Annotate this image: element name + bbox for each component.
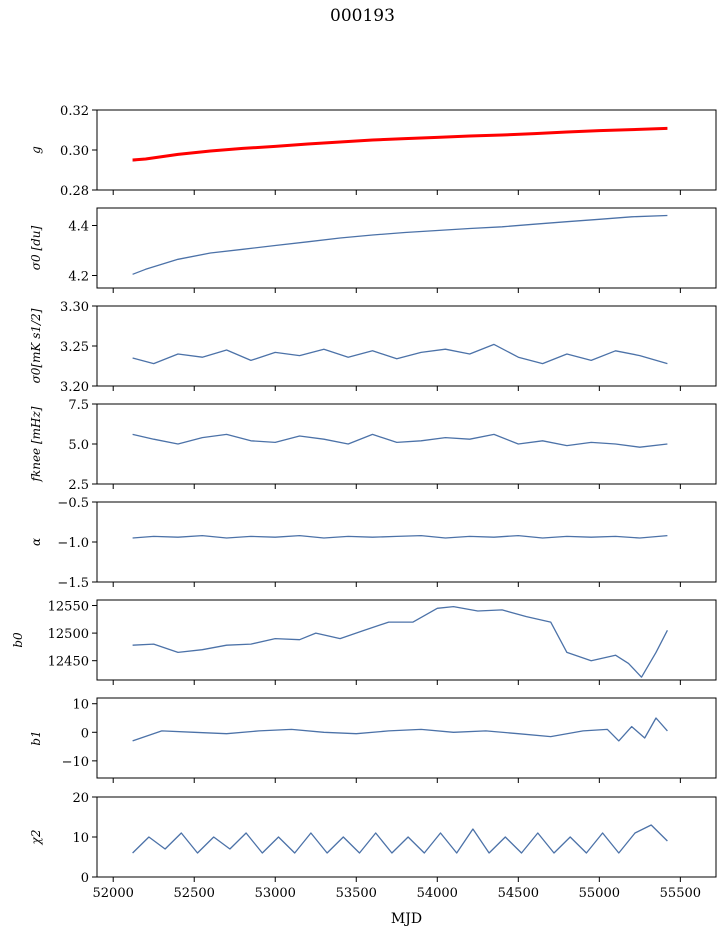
panel-1-ylabel: σ0 [du] bbox=[29, 225, 43, 270]
x-axis-label: MJD bbox=[391, 911, 422, 927]
panel-3-ytick-label: 2.5 bbox=[68, 478, 89, 493]
panel-6-ytick-label: 0 bbox=[81, 726, 89, 741]
panel-5-ytick-label: 12500 bbox=[48, 627, 89, 642]
panel-4-frame bbox=[96, 501, 717, 583]
panel-6-ytick-label: −10 bbox=[62, 755, 89, 770]
panel-6-frame bbox=[96, 697, 717, 779]
panel-0-ytick-label: 0.30 bbox=[60, 144, 89, 159]
panel-4-ytick-label: −1.5 bbox=[57, 576, 89, 591]
figure-title: 000193 bbox=[330, 6, 395, 26]
panel-7-ylabel: χ2 bbox=[29, 830, 43, 846]
xtick-label: 55500 bbox=[660, 886, 701, 901]
panel-0-frame bbox=[96, 109, 717, 191]
panel-5-ylabel: b0 bbox=[11, 632, 25, 648]
xtick-label: 52500 bbox=[174, 886, 215, 901]
panel-3-ylabel: fknee [mHz] bbox=[29, 406, 43, 482]
panel-0-ylabel: g bbox=[29, 146, 43, 154]
panel-3-ytick-label: 5.0 bbox=[68, 438, 89, 453]
panel-6-series-0 bbox=[132, 717, 668, 742]
panel-1-frame bbox=[96, 207, 717, 289]
panel-2-ytick-label: 3.30 bbox=[60, 300, 89, 315]
panel-5-series-0 bbox=[132, 605, 668, 678]
panel-2-ytick-label: 3.25 bbox=[60, 340, 89, 355]
panel-0-series-0 bbox=[132, 127, 668, 162]
panel-5-ytick-label: 12450 bbox=[48, 655, 89, 670]
panel-7-series-0 bbox=[132, 824, 668, 854]
xtick-label: 53500 bbox=[336, 886, 377, 901]
panel-4-ylabel: α bbox=[29, 538, 43, 546]
panel-7-frame bbox=[96, 796, 717, 878]
panel-7-ytick-label: 10 bbox=[72, 831, 89, 846]
panel-2-frame bbox=[96, 305, 717, 387]
panel-1-ytick-label: 4.2 bbox=[68, 270, 89, 285]
panel-4-ytick-label: −0.5 bbox=[57, 496, 89, 511]
panel-5-ytick-label: 12550 bbox=[48, 600, 89, 615]
xtick-label: 52000 bbox=[93, 886, 134, 901]
panel-5-frame bbox=[96, 599, 717, 681]
panel-2-series-0 bbox=[132, 343, 668, 365]
panel-4-series-0 bbox=[132, 534, 668, 539]
panel-6-ytick-label: 10 bbox=[72, 698, 89, 713]
panel-2-ytick-label: 3.20 bbox=[60, 380, 89, 395]
panel-0-ytick-label: 0.32 bbox=[60, 104, 89, 119]
panel-3-frame bbox=[96, 403, 717, 485]
panel-3-ytick-label: 7.5 bbox=[68, 398, 89, 413]
panel-3-series-0 bbox=[132, 433, 668, 448]
panel-4-ytick-label: −1.0 bbox=[57, 536, 89, 551]
panel-7-ytick-label: 0 bbox=[81, 871, 89, 886]
xtick-label: 54000 bbox=[417, 886, 458, 901]
panel-1-series-0 bbox=[132, 214, 668, 275]
panel-7-ytick-label: 20 bbox=[72, 791, 89, 806]
panel-6-ylabel: b1 bbox=[29, 730, 43, 745]
xtick-label: 54500 bbox=[498, 886, 539, 901]
panel-2-ylabel: σ0[mK s1/2] bbox=[29, 308, 43, 383]
panel-0-ytick-label: 0.28 bbox=[60, 184, 89, 199]
panel-0-series-1 bbox=[132, 126, 668, 162]
xtick-label: 53000 bbox=[255, 886, 296, 901]
panel-1-ytick-label: 4.4 bbox=[68, 220, 89, 235]
xtick-label: 55000 bbox=[579, 886, 620, 901]
